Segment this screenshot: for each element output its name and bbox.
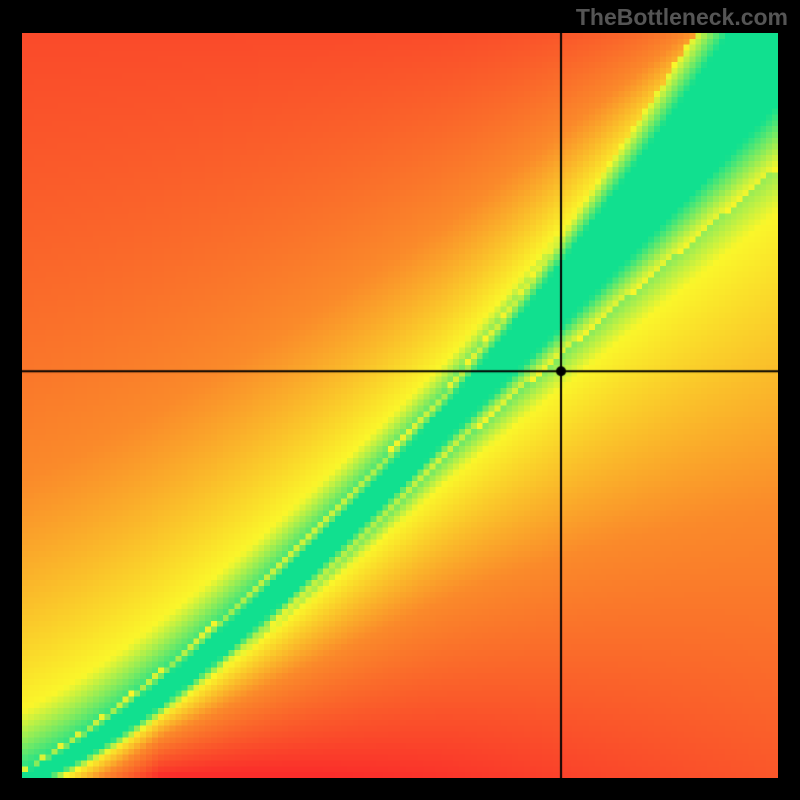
crosshair-overlay <box>22 33 778 778</box>
watermark-text: TheBottleneck.com <box>576 4 788 31</box>
chart-container: TheBottleneck.com <box>0 0 800 800</box>
